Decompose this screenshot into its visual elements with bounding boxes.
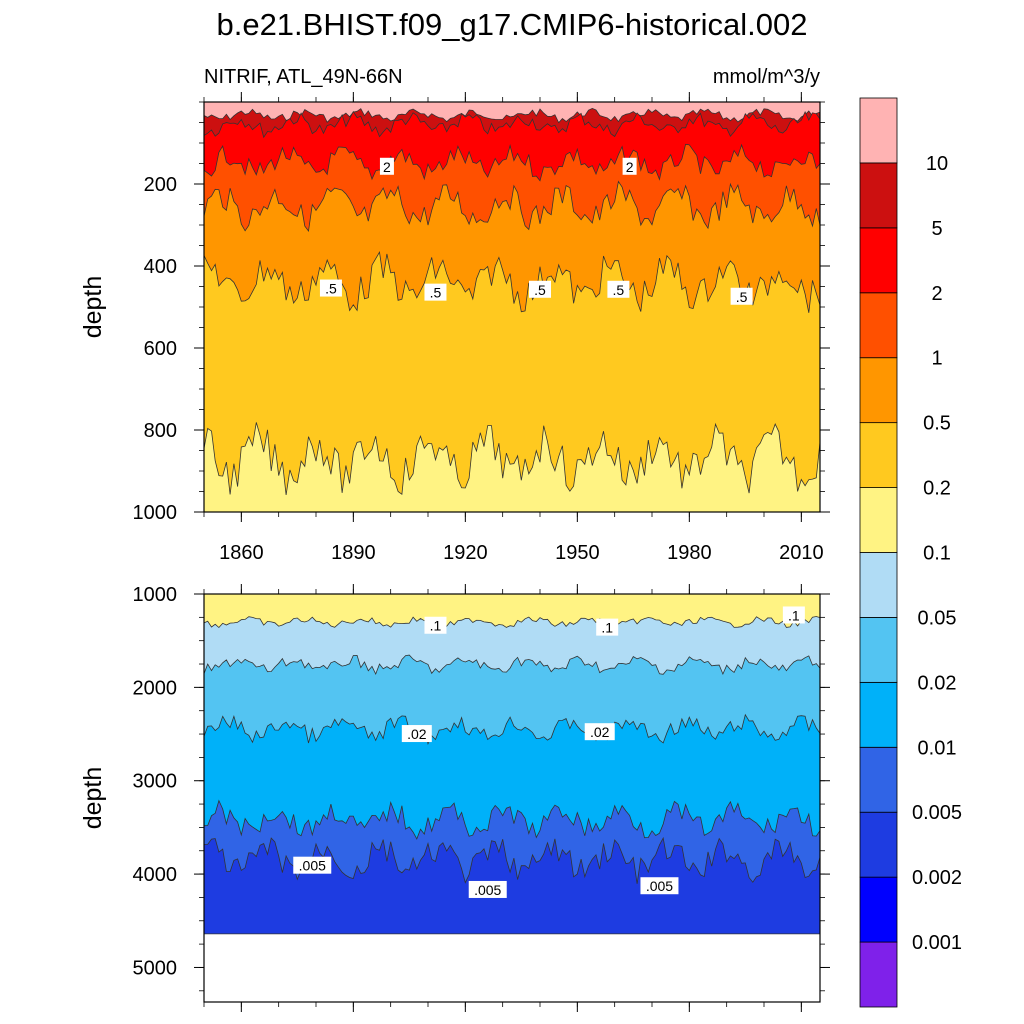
colorbar-label: 2 [931, 283, 942, 305]
contour-label-text: .1 [601, 620, 613, 636]
contour-label-text: .02 [407, 726, 427, 742]
contour-label: .5 [529, 280, 551, 298]
contour-label-text: .005 [299, 858, 326, 874]
x-tick-label: 1980 [667, 542, 712, 564]
contour-label: .02 [584, 723, 615, 741]
contour-label: .5 [730, 287, 753, 305]
contour-label: .5 [319, 279, 342, 297]
x-tick-label: 1860 [219, 542, 264, 564]
contour-label: .5 [424, 283, 447, 301]
contour-label-text: .005 [474, 882, 501, 898]
colorbar-box [859, 681, 898, 748]
colorbar-box [859, 357, 898, 424]
colorbar-label: 0.1 [923, 543, 951, 565]
contour-line [203, 143, 821, 182]
colorbar-box [859, 97, 898, 164]
y-tick-label: 600 [144, 338, 177, 360]
colorbar: 0.001 0.002 0.005 0.01 0.02 0.05 0.1 0.2 0.5 1 2 5 1… [859, 97, 962, 1008]
colorbar-label: 0.001 [912, 932, 962, 954]
colorbar-box [859, 941, 898, 1008]
contour-band [204, 422, 820, 512]
colorbar-label: 0.005 [912, 802, 962, 824]
colorbar-box [859, 746, 898, 813]
contour-label-text: .005 [646, 878, 673, 894]
y-tick-label: 800 [144, 420, 177, 442]
x-tick-label: 2010 [779, 542, 824, 564]
no-data-area [204, 933, 820, 1002]
colorbar-label: 1 [931, 348, 942, 370]
contour-label-text: .02 [590, 724, 610, 740]
colorbar-box [859, 617, 898, 683]
x-tick-label: 1920 [443, 542, 488, 564]
colorbar-box [859, 422, 898, 488]
contour-label-text: .1 [788, 607, 800, 623]
y-tick-label: 4000 [133, 864, 178, 886]
contour-label-text: .5 [325, 281, 337, 297]
contour-line [203, 654, 821, 676]
colorbar-label: 0.2 [923, 478, 951, 500]
colorbar-box [859, 292, 898, 359]
colorbar-box [859, 811, 898, 878]
contour-label: .1 [596, 618, 619, 636]
upper-panel: 2 2 .5 .5 .5 .5 .5 200 400 600 800 1000 1860 1890 1920… [79, 92, 830, 564]
colorbar-box [859, 162, 898, 229]
contour-band [204, 838, 820, 934]
colorbar-label: 0.002 [912, 867, 962, 889]
y-tick-label: 200 [144, 174, 177, 196]
colorbar-label: 0.05 [918, 607, 957, 629]
y-tick-label: 1000 [133, 584, 178, 606]
y-tick-label: 5000 [133, 957, 178, 979]
contour-label: .005 [640, 877, 679, 895]
lower-panel: .1 .1 .1 .02 .02 .005 .005 .005 1000 2000 3000 4000… [79, 584, 830, 1012]
y-axis-label: depth [79, 276, 107, 339]
y-axis-label: depth [79, 767, 107, 830]
contour-line [203, 799, 821, 840]
contour-label: 2 [622, 157, 637, 175]
contour-label: .1 [424, 616, 447, 634]
contour-label: .005 [293, 856, 332, 874]
contour-label: .1 [782, 606, 805, 624]
contour-line [203, 110, 821, 139]
contour-label-text: 2 [626, 159, 634, 175]
x-tick-label: 1950 [555, 542, 600, 564]
contour-line [203, 422, 821, 496]
colorbar-label: 0.5 [923, 413, 951, 435]
colorbar-box [859, 227, 898, 294]
y-tick-label: 3000 [133, 771, 178, 793]
contour-line [203, 616, 821, 629]
contour-line [203, 180, 821, 233]
contour-label-text: .5 [736, 289, 748, 305]
contour-label: .5 [607, 280, 630, 298]
contour-label-text: .5 [534, 282, 546, 298]
contour-label: .005 [468, 880, 507, 898]
main-title: b.e21.BHIST.f09_g17.CMIP6-historical.002 [216, 7, 807, 42]
y-tick-label: 1000 [133, 502, 178, 524]
colorbar-label: 0.01 [918, 737, 957, 759]
x-tick-label: 1890 [331, 542, 376, 564]
colorbar-label: 10 [926, 153, 948, 175]
contour-label-text: .1 [430, 618, 442, 634]
contour-label: .02 [401, 725, 432, 743]
y-tick-label: 400 [144, 256, 177, 278]
plot-frame [203, 593, 821, 1003]
y-tick-label: 2000 [133, 677, 178, 699]
contour-label-text: .5 [613, 282, 625, 298]
colorbar-label: 5 [931, 218, 942, 240]
contour-line [203, 251, 821, 313]
contour-line [203, 107, 821, 124]
subtitle-left: NITRIF, ATL_49N-66N [204, 66, 403, 88]
colorbar-label: 0.02 [918, 672, 957, 694]
contour-label: 2 [379, 157, 394, 175]
colorbar-box [859, 552, 898, 618]
colorbar-box [859, 487, 898, 553]
contour-line [203, 713, 821, 746]
contour-label-text: 2 [383, 159, 391, 175]
contour-label-text: .5 [430, 285, 442, 301]
colorbar-box [859, 876, 898, 943]
subtitle-right: mmol/m^3/y [713, 66, 820, 88]
